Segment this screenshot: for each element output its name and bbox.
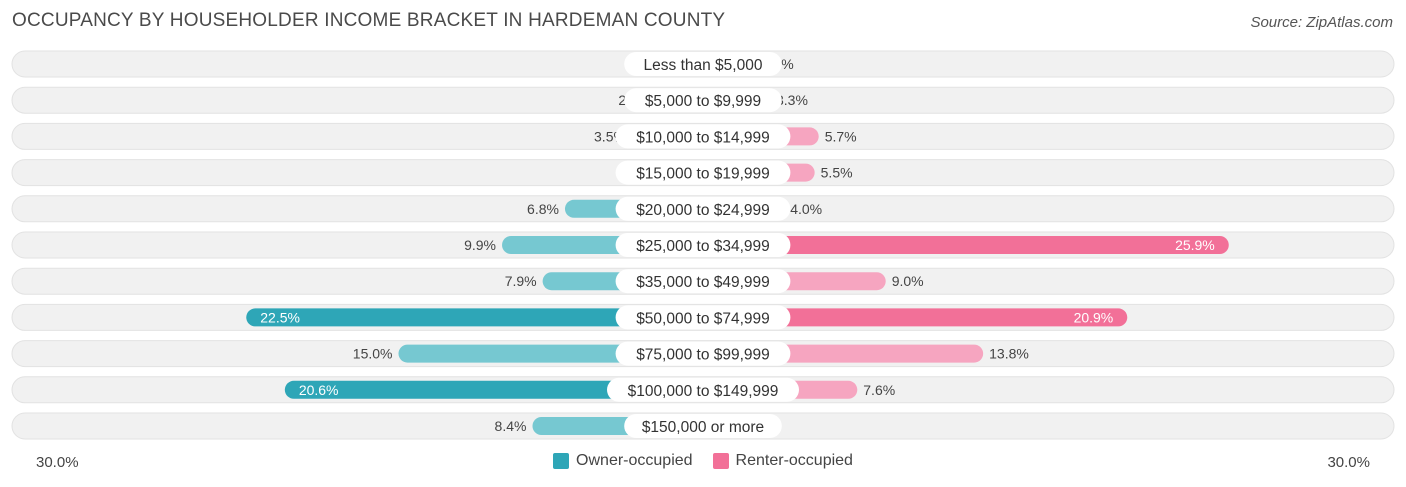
axis-right-label: 30.0% [1327, 454, 1370, 471]
category-pill [615, 196, 791, 221]
category-pill [615, 160, 791, 185]
renter-value-label: 20.9% [1074, 309, 1114, 325]
legend-label-renter: Renter-occupied [735, 452, 853, 469]
legend: Owner-occupied Renter-occupied [0, 452, 1406, 470]
renter-bar[interactable] [703, 236, 1229, 254]
renter-value-label: 5.5% [821, 165, 853, 181]
category-label: $20,000 to $24,999 [636, 202, 770, 219]
category-label: $35,000 to $49,999 [636, 274, 770, 291]
renter-value-label: 3.3% [776, 92, 808, 108]
category-pill [624, 414, 782, 438]
category-pill [615, 341, 791, 366]
category-label: $50,000 to $74,999 [636, 310, 770, 327]
renter-value-label: 5.7% [825, 128, 857, 144]
legend-swatch-renter [712, 453, 729, 469]
category-label: $150,000 or more [642, 419, 764, 436]
source-label: Source: ZipAtlas.com [1250, 14, 1393, 31]
owner-value-label: 6.8% [527, 201, 559, 217]
owner-value-label: 22.5% [260, 309, 300, 325]
category-label: $100,000 to $149,999 [628, 383, 779, 400]
legend-item-renter[interactable]: Renter-occupied [712, 452, 853, 470]
legend-swatch-owner [553, 453, 570, 469]
owner-bar[interactable] [246, 308, 703, 327]
category-label: $75,000 to $99,999 [636, 347, 770, 364]
renter-value-label: 4.0% [790, 201, 822, 217]
legend-label-owner: Owner-occupied [576, 452, 693, 469]
legend-item-owner[interactable]: Owner-occupied [553, 452, 693, 470]
category-pill [607, 377, 799, 402]
renter-value-label: 25.9% [1175, 237, 1215, 253]
owner-value-label: 20.6% [299, 382, 339, 398]
category-label: $10,000 to $14,999 [636, 129, 770, 146]
owner-value-label: 9.9% [464, 237, 496, 253]
category-label: $25,000 to $34,999 [636, 238, 770, 255]
category-label: $15,000 to $19,999 [636, 166, 770, 183]
category-pill [615, 305, 791, 330]
owner-value-label: 15.0% [353, 346, 393, 362]
category-pill [624, 88, 782, 113]
category-pill [624, 52, 782, 76]
renter-value-label: 13.8% [989, 346, 1029, 362]
category-pill [615, 233, 791, 257]
renter-value-label: 9.0% [892, 273, 924, 289]
owner-value-label: 7.9% [505, 273, 537, 289]
category-pill [615, 124, 791, 149]
owner-value-label: 8.4% [495, 418, 527, 434]
category-label: Less than $5,000 [644, 57, 763, 74]
category-pill [615, 269, 791, 294]
axis-left-label: 30.0% [36, 454, 79, 471]
renter-bar[interactable] [703, 308, 1128, 327]
owner-bar[interactable] [284, 380, 703, 399]
chart-title: OCCUPANCY BY HOUSEHOLDER INCOME BRACKET … [12, 10, 726, 31]
category-label: $5,000 to $9,999 [645, 93, 761, 110]
renter-value-label: 7.6% [863, 382, 895, 398]
